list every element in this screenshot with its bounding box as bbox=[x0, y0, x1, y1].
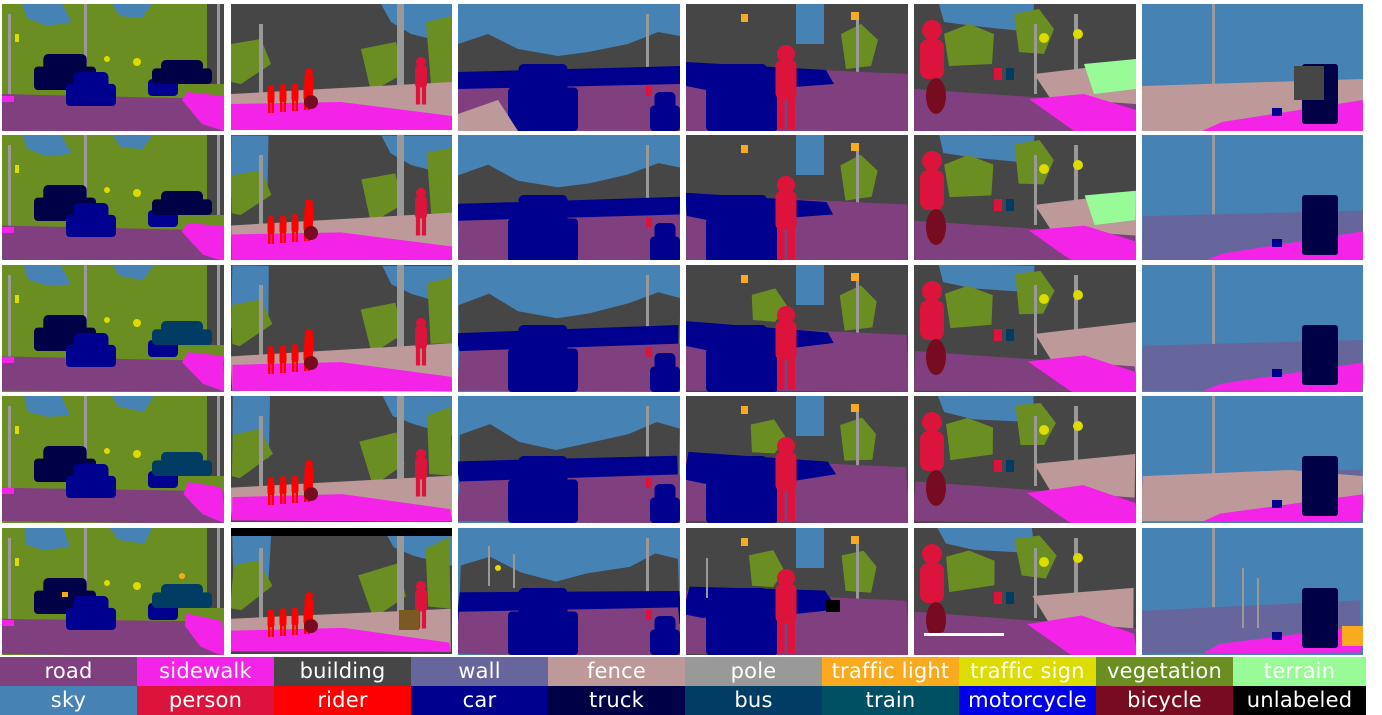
legend-item-traffic-light: traffic light bbox=[822, 657, 959, 686]
legend-item-wall: wall bbox=[411, 657, 548, 686]
segmentation-map-cyclist-traffic-lights bbox=[914, 4, 1136, 131]
segmentation-thumbnail-r5-c2 bbox=[231, 528, 452, 655]
segmentation-map-cyclist-traffic-lights bbox=[914, 528, 1136, 655]
segmentation-thumbnail-r4-c1 bbox=[2, 396, 224, 523]
legend-item-person: person bbox=[137, 686, 274, 715]
segmentation-thumbnail-r5-c1 bbox=[2, 528, 224, 655]
segmentation-map-highway-rear bbox=[458, 135, 680, 260]
segmentation-map-highway-rear bbox=[458, 4, 680, 131]
segmentation-map-cyclists-sidewalk bbox=[231, 135, 452, 260]
segmentation-thumbnail-r3-c2 bbox=[231, 265, 452, 392]
segmentation-map-pedestrian-crossing bbox=[686, 135, 908, 260]
segmentation-map-pedestrian-crossing bbox=[686, 528, 908, 655]
segmentation-thumbnail-r2-c4 bbox=[686, 135, 908, 260]
segmentation-map-cyclists-sidewalk bbox=[231, 528, 452, 654]
segmentation-map-truck-open-road bbox=[1142, 396, 1363, 523]
class-legend: road sidewalk building wall fence pole traffic… bbox=[0, 657, 1382, 715]
segmentation-map-cyclists-sidewalk bbox=[231, 265, 452, 392]
segmentation-map-cyclists-sidewalk bbox=[231, 396, 452, 522]
segmentation-thumbnail-r1-c1 bbox=[2, 4, 224, 131]
legend-item-motorcycle: motorcycle bbox=[959, 686, 1096, 715]
segmentation-map-tree-lined-street bbox=[2, 265, 224, 392]
legend-item-vegetation: vegetation bbox=[1096, 657, 1233, 686]
segmentation-map-pedestrian-crossing bbox=[686, 4, 908, 131]
legend-item-traffic-sign: traffic sign bbox=[959, 657, 1096, 686]
segmentation-thumbnail-r1-c4 bbox=[686, 4, 908, 131]
segmentation-thumbnail-r4-c2 bbox=[231, 396, 452, 523]
segmentation-map-cyclists-sidewalk bbox=[231, 4, 452, 130]
legend-item-train: train bbox=[822, 686, 959, 715]
segmentation-map-truck-open-road bbox=[1142, 4, 1363, 131]
segmentation-map-truck-open-road bbox=[1142, 135, 1363, 260]
segmentation-map-truck-open-road bbox=[1142, 528, 1363, 655]
segmentation-thumbnail-r2-c5 bbox=[914, 135, 1136, 260]
segmentation-thumbnail-r3-c5 bbox=[914, 265, 1136, 392]
segmentation-thumbnail-r3-c4 bbox=[686, 265, 908, 392]
legend-item-rider: rider bbox=[274, 686, 411, 715]
segmentation-thumbnail-r5-c3 bbox=[458, 528, 680, 655]
segmentation-thumbnail-r1-c6 bbox=[1142, 4, 1363, 131]
segmentation-thumbnail-r1-c5 bbox=[914, 4, 1136, 131]
segmentation-thumbnail-r3-c3 bbox=[458, 265, 680, 392]
legend-item-sidewalk: sidewalk bbox=[137, 657, 274, 686]
segmentation-map-pedestrian-crossing bbox=[686, 396, 908, 523]
legend-item-fence: fence bbox=[548, 657, 685, 686]
legend-item-car: car bbox=[411, 686, 548, 715]
segmentation-thumbnail-r2-c1 bbox=[2, 135, 224, 260]
segmentation-thumbnail-r4-c6 bbox=[1142, 396, 1363, 523]
legend-item-unlabeled: unlabeled bbox=[1233, 686, 1366, 715]
segmentation-map-highway-rear bbox=[458, 396, 680, 523]
segmentation-thumbnail-r4-c4 bbox=[686, 396, 908, 523]
segmentation-map-cyclist-traffic-lights bbox=[914, 396, 1136, 523]
legend-item-bus: bus bbox=[685, 686, 822, 715]
legend-item-sky: sky bbox=[0, 686, 137, 715]
segmentation-thumbnail-r3-c1 bbox=[2, 265, 224, 392]
segmentation-map-pedestrian-crossing bbox=[686, 265, 908, 392]
segmentation-map-tree-lined-street bbox=[2, 528, 224, 655]
segmentation-thumbnail-r2-c2 bbox=[231, 135, 452, 260]
segmentation-thumbnail-r1-c2 bbox=[231, 4, 452, 131]
segmentation-map-highway-rear bbox=[458, 265, 680, 392]
segmentation-map-tree-lined-street bbox=[2, 135, 224, 260]
segmentation-thumbnail-r2-c6 bbox=[1142, 135, 1363, 260]
segmentation-thumbnail-r5-c6 bbox=[1142, 528, 1363, 655]
segmentation-thumbnail-r4-c5 bbox=[914, 396, 1136, 523]
legend-item-terrain: terrain bbox=[1233, 657, 1366, 686]
segmentation-thumbnail-r1-c3 bbox=[458, 4, 680, 131]
legend-item-truck: truck bbox=[548, 686, 685, 715]
segmentation-map-cyclist-traffic-lights bbox=[914, 265, 1136, 392]
legend-item-building: building bbox=[274, 657, 411, 686]
segmentation-thumbnail-r3-c6 bbox=[1142, 265, 1363, 392]
segmentation-map-cyclist-traffic-lights bbox=[914, 135, 1136, 260]
segmentation-map-truck-open-road bbox=[1142, 265, 1363, 392]
legend-item-bicycle: bicycle bbox=[1096, 686, 1233, 715]
legend-item-road: road bbox=[0, 657, 137, 686]
segmentation-map-tree-lined-street bbox=[2, 396, 224, 523]
segmentation-grid bbox=[2, 4, 1363, 655]
segmentation-thumbnail-r2-c3 bbox=[458, 135, 680, 260]
segmentation-map-tree-lined-street bbox=[2, 4, 224, 131]
segmentation-map-highway-rear bbox=[458, 528, 680, 655]
segmentation-thumbnail-r5-c4 bbox=[686, 528, 908, 655]
segmentation-thumbnail-r4-c3 bbox=[458, 396, 680, 523]
segmentation-thumbnail-r5-c5 bbox=[914, 528, 1136, 655]
legend-item-pole: pole bbox=[685, 657, 822, 686]
